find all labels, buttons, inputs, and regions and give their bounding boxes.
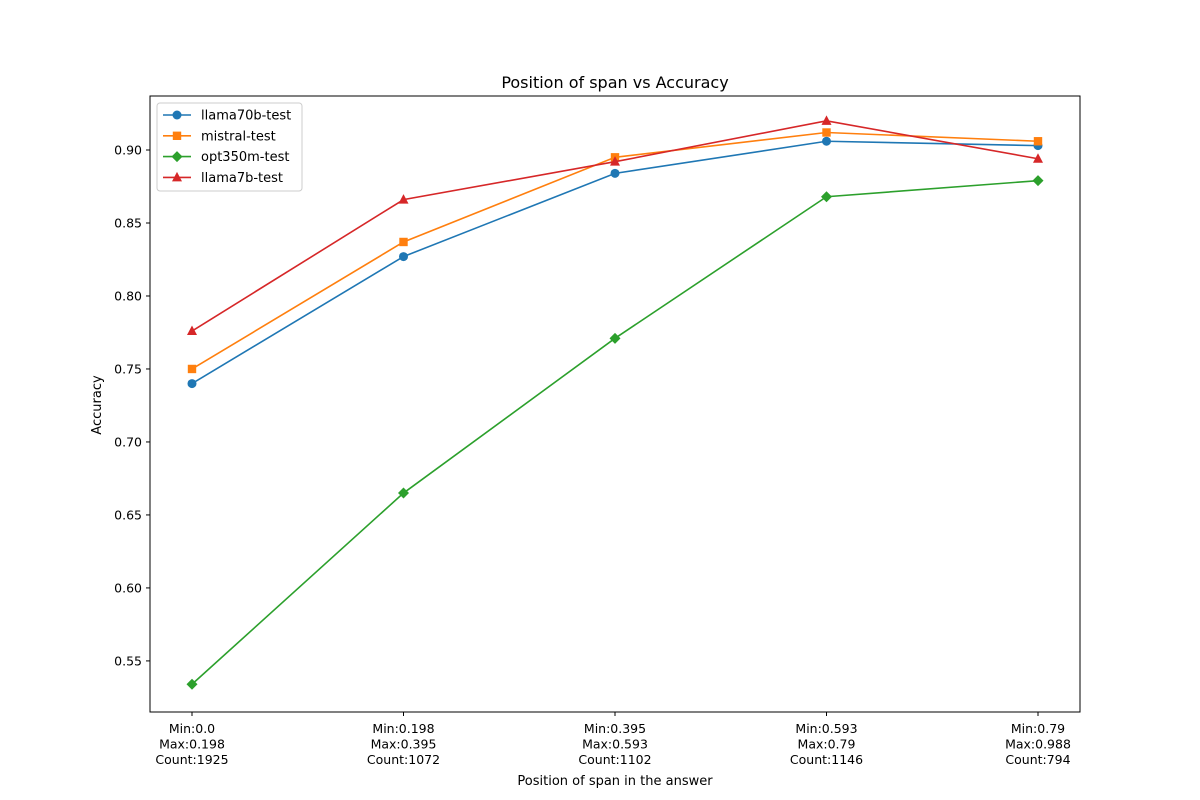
y-axis-label: Accuracy [90,375,105,435]
x-tick-label-line: Max:0.79 [798,737,856,752]
data-point [187,379,197,389]
data-point [399,237,408,247]
x-tick-label-line: Max:0.988 [1005,737,1071,752]
legend-label: mistral-test [201,129,276,144]
data-point [187,325,197,336]
x-tick-label-line: Count:794 [1005,752,1070,767]
x-tick-label-line: Min:0.395 [584,721,646,736]
series-llama70b-test [187,136,1043,389]
y-tick-label: 0.65 [114,507,142,522]
series-opt350m-test [186,175,1044,690]
y-tick-label: 0.80 [114,288,142,303]
y-axis: 0.55 0.60 0.65 0.70 0.75 0.80 0.85 0.90 [114,143,150,668]
x-axis-label: Position of span in the answer [517,774,713,789]
x-tick-label: Min:0.593 Max:0.79 Count:1146 [790,721,863,767]
data-point [187,364,197,374]
x-tick-label-line: Count:1102 [578,752,651,767]
data-point [186,678,198,690]
legend-marker [171,151,183,163]
x-tick-label-line: Count:1146 [790,752,863,767]
data-point [399,252,408,262]
x-tick-label-line: Max:0.198 [159,737,225,752]
data-point [1033,153,1043,163]
data-point [398,487,409,499]
x-tick-label-line: Count:1072 [367,752,440,767]
legend-label: llama7b-test [201,171,283,186]
data-point [610,156,620,166]
series-line [191,179,1039,685]
plot-area [149,95,1081,713]
data-point [822,136,831,146]
y-tick-label: 0.60 [114,580,142,595]
legend-label: opt350m-test [201,150,289,165]
data-point [821,191,832,203]
x-tick-label-line: Min:0.79 [1011,721,1065,736]
x-tick-label-line: Max:0.593 [582,737,648,752]
series-line [191,120,1039,332]
legend-marker [172,110,182,120]
legend-entry: llama7b-test [163,171,283,186]
x-tick-label: Min:0.198 Max:0.395 Count:1072 [367,721,440,767]
data-point [1032,175,1044,187]
data-point [609,332,621,344]
data-point [821,115,832,125]
legend: llama70b-test mistral-test opt350m-test lla… [156,102,303,192]
x-tick-label: Min:0.0 Max:0.198 Count:1925 [155,721,228,767]
legend-entry: mistral-test [163,129,276,144]
legend-marker [172,171,182,182]
x-tick-label-line: Min:0.0 [169,721,215,736]
x-tick-label-line: Max:0.395 [371,737,437,752]
y-tick-label: 0.70 [114,434,142,449]
x-tick-label-line: Min:0.593 [795,721,857,736]
x-tick-label: Min:0.79 Max:0.988 Count:794 [1005,721,1071,767]
y-tick-label: 0.75 [114,361,142,376]
x-tick-label: Min:0.395 Max:0.593 Count:1102 [578,721,651,767]
chart-title: Position of span vs Accuracy [501,73,728,92]
y-tick-label: 0.90 [114,143,142,158]
data-point [822,128,831,137]
series-llama7b-test [187,115,1043,336]
legend-marker [172,131,182,140]
data-point [610,168,620,178]
legend-entry: opt350m-test [163,150,289,165]
data-point [398,194,409,204]
legend-entry: llama70b-test [163,109,291,124]
legend-label: llama70b-test [201,109,291,124]
y-tick-label: 0.85 [114,215,142,230]
x-tick-label-line: Count:1925 [155,752,228,767]
data-point [1033,137,1043,146]
y-tick-label: 0.55 [114,653,142,668]
x-tick-label-line: Min:0.198 [372,721,434,736]
legend-box [156,102,303,192]
